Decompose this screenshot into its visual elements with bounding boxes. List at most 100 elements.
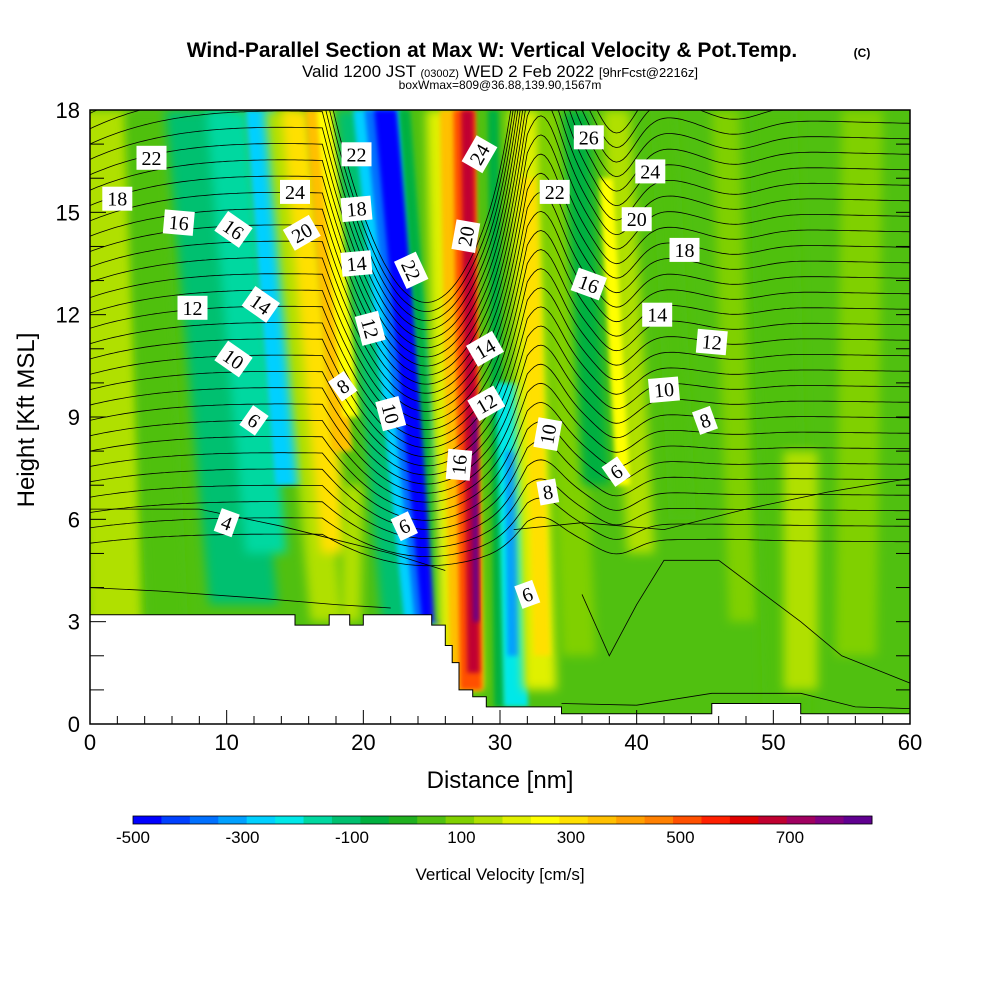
y-tick-label: 0 (68, 712, 80, 737)
velocity-band (835, 110, 883, 656)
theta-contour-label: 20 (621, 207, 652, 232)
theta-contour-line (90, 210, 910, 421)
y-tick-label: 18 (56, 98, 80, 123)
colorbar-swatch (161, 816, 191, 824)
colorbar-tick-label: 700 (776, 828, 804, 847)
colorbar-swatch (218, 816, 248, 824)
colorbar-swatch (133, 816, 162, 824)
theta-contour-label: 6 (514, 579, 541, 609)
theta-contour-label: 18 (102, 186, 133, 211)
theta-contour-line (90, 110, 910, 340)
colorbar-swatch (189, 816, 219, 824)
velocity-contour-line (90, 508, 446, 571)
velocity-band (783, 451, 818, 690)
colorbar-swatch (445, 816, 475, 824)
theta-contour-label-text: 14 (647, 305, 667, 327)
box-info: boxWmax=809@36.88,139.90,1567m (399, 78, 602, 92)
chart-subtitle: Valid 1200 JST (0300Z) WED 2 Feb 2022 [9… (302, 62, 698, 81)
theta-contour-line (90, 110, 910, 349)
subtitle-forecast: [9hrFcst@2216z] (599, 65, 698, 80)
colorbar-swatch (388, 816, 418, 824)
colorbar-swatch (331, 816, 361, 824)
colorbar-tick-label: 500 (666, 828, 694, 847)
theta-contour-line (90, 401, 910, 512)
x-tick-label: 10 (214, 730, 238, 755)
theta-contour-label: 22 (539, 179, 570, 204)
theta-contour-line (90, 110, 910, 321)
theta-contour-line (90, 287, 910, 458)
theta-contour-line (90, 421, 910, 521)
theta-contour-label: 12 (354, 310, 386, 346)
theta-contour-label: 22 (341, 142, 372, 167)
subtitle-utc: (0300Z) (420, 68, 459, 80)
colorbar-swatch (275, 816, 305, 824)
colorbar: -500 -300 -100 100 300 500 700 (116, 815, 873, 847)
velocity-band (124, 110, 188, 622)
theta-contour-label: 6 (601, 456, 631, 487)
theta-contour-label: 12 (177, 295, 208, 320)
theta-contour-label-text: 24 (285, 182, 305, 204)
theta-contour-label: 4 (213, 508, 240, 538)
theta-contour-line (90, 268, 910, 449)
colorbar-tick-label: -300 (225, 828, 259, 847)
axes: 0 10 20 30 40 50 60 0 3 6 9 12 15 18 (56, 98, 923, 755)
colorbar-swatch (843, 816, 873, 824)
theta-contour-label: 14 (642, 302, 673, 327)
theta-contour-line (90, 172, 910, 403)
theta-contour-line (332, 110, 639, 303)
theta-contour-label-text: 10 (536, 423, 561, 447)
x-tick-label: 0 (84, 730, 96, 755)
colorbar-swatch (815, 816, 845, 824)
velocity-band (521, 178, 551, 656)
theta-contour-line (90, 363, 910, 494)
theta-contour-label-text: 18 (107, 189, 127, 211)
subtitle-prefix: Valid 1200 JST (302, 62, 416, 81)
theta-contour-label-text: 22 (545, 182, 565, 204)
theta-contour-label: 6 (390, 511, 418, 542)
title-mark: (C) (854, 46, 871, 60)
theta-contour-label: 8 (691, 405, 719, 435)
velocity-band (602, 110, 655, 554)
y-tick-label: 12 (56, 303, 80, 328)
subtitle-date: WED 2 Feb 2022 (464, 62, 594, 81)
colorbar-swatch (360, 816, 390, 824)
velocity-contour-line (561, 692, 910, 709)
theta-contour-label-text: 26 (579, 127, 599, 149)
theta-contour-label-text: 10 (653, 379, 675, 403)
y-tick-label: 3 (68, 610, 80, 635)
colorbar-swatch (530, 816, 560, 824)
colorbar-swatch (758, 816, 788, 824)
x-tick-label: 60 (898, 730, 922, 755)
theta-contour-line (90, 382, 910, 503)
theta-contour-label-text: 22 (142, 148, 162, 170)
x-tick-label: 30 (488, 730, 512, 755)
velocity-contour-line (581, 559, 910, 684)
colorbar-swatch (417, 816, 447, 824)
theta-contour-label: 22 (136, 145, 167, 170)
theta-contour-label: 18 (340, 195, 373, 223)
theta-contour-label-text: 16 (448, 454, 472, 476)
theta-contour-line (90, 459, 910, 539)
velocity-contour-line (513, 478, 910, 531)
theta-contour-label-text: 18 (675, 240, 695, 262)
theta-contour-line (90, 440, 910, 530)
theta-contour-label: 8 (328, 371, 358, 402)
theta-contour-label-text: 16 (168, 212, 190, 236)
colorbar-swatch (474, 816, 503, 824)
theta-contour-line (90, 110, 910, 358)
x-axis-label: Distance [nm] (427, 767, 574, 794)
y-tick-label: 15 (56, 200, 80, 225)
colorbar-swatch (303, 816, 333, 824)
colorbar-swatch (644, 816, 674, 824)
velocity-band (505, 451, 519, 656)
x-tick-label: 40 (624, 730, 648, 755)
colorbar-tick-label: -100 (335, 828, 369, 847)
y-axis-label: Height [Kft MSL] (13, 333, 40, 508)
colorbar-label: Vertical Velocity [cm/s] (415, 865, 584, 884)
theta-contour-line (90, 478, 910, 548)
theta-contour-label: 16 (162, 209, 195, 236)
theta-contour-label: 24 (280, 179, 310, 204)
theta-contour-line (90, 249, 910, 439)
theta-contour-label-text: 20 (627, 209, 647, 231)
